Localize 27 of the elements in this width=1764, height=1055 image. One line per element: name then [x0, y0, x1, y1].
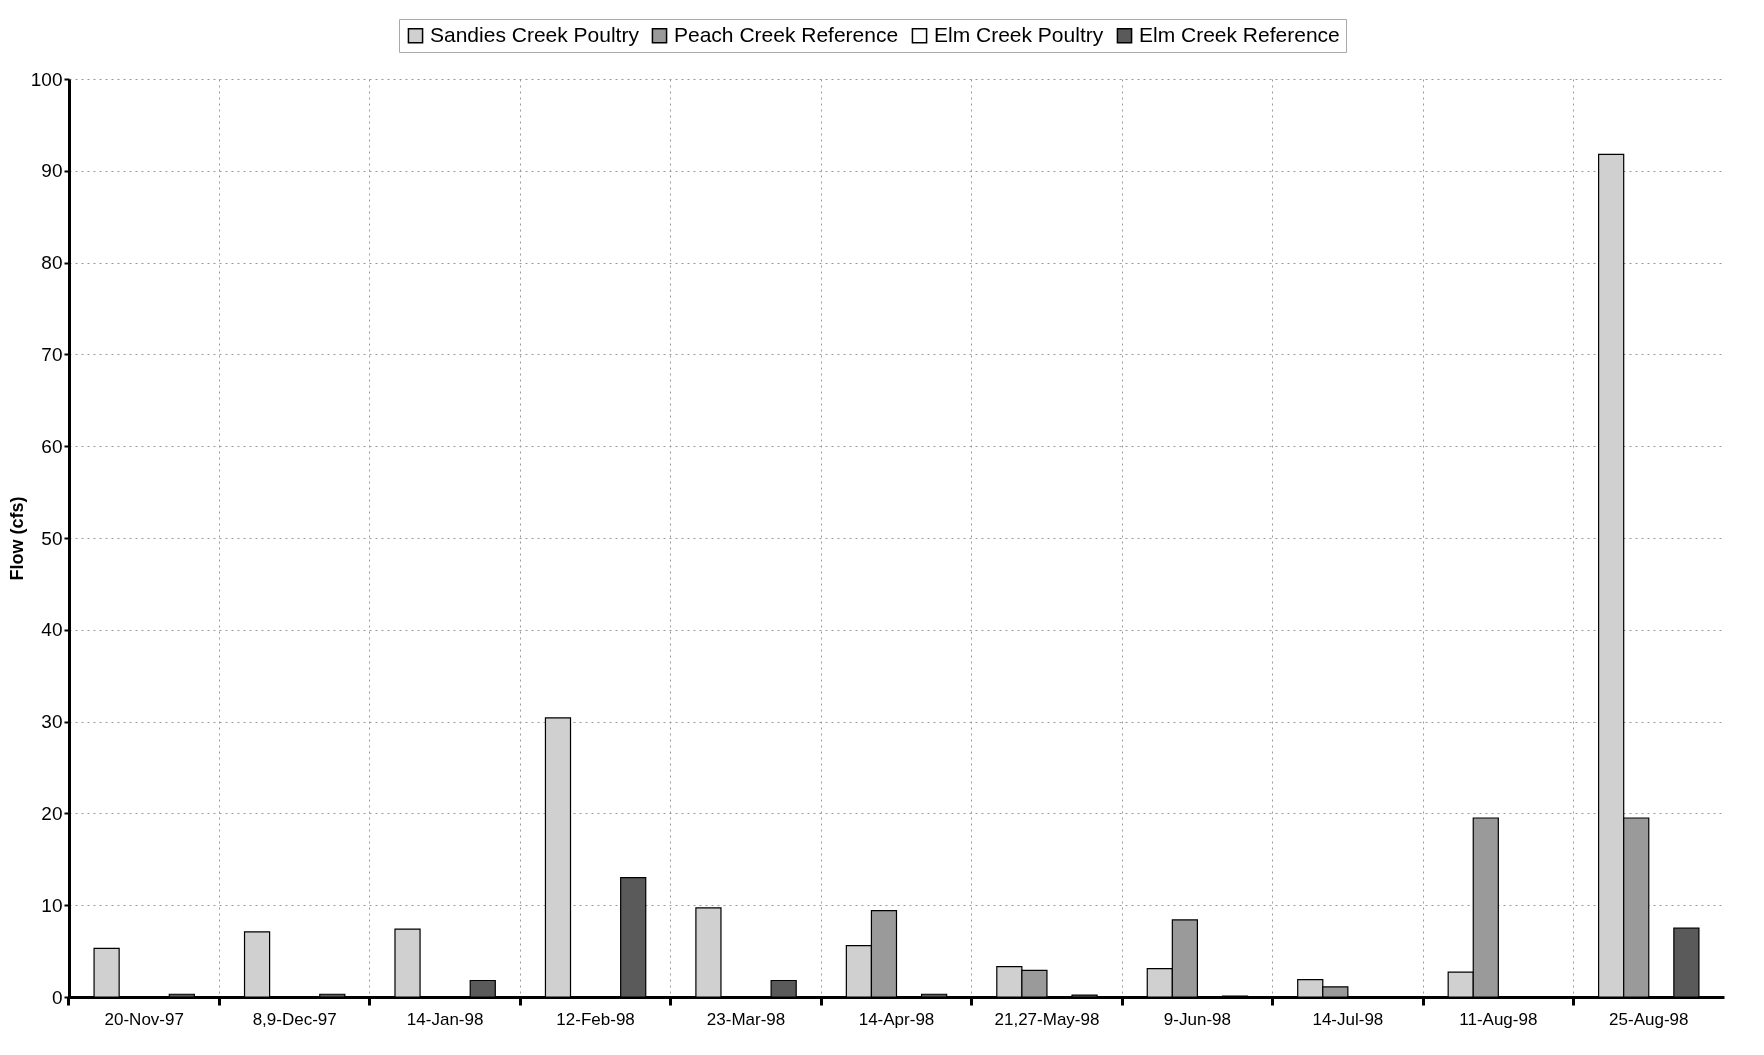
- y-tick-label: 70: [41, 343, 63, 365]
- x-tick-label: 14-Jul-98: [1312, 1009, 1384, 1029]
- y-tick-label: 0: [51, 986, 63, 1008]
- y-tick-label: 80: [41, 252, 63, 274]
- x-tick-label: 21,27-May-98: [994, 1009, 1100, 1029]
- y-tick-label: 60: [41, 435, 63, 457]
- x-tick-label: 12-Feb-98: [556, 1009, 635, 1029]
- x-tick-label: 14-Jan-98: [406, 1009, 484, 1029]
- y-tick-label: 40: [41, 619, 63, 641]
- x-tick-label: 8,9-Dec-97: [252, 1009, 337, 1029]
- y-tick-label: 10: [41, 894, 63, 916]
- x-tick-label: 11-Aug-98: [1459, 1009, 1538, 1029]
- x-tick-label: 9-Jun-98: [1163, 1009, 1231, 1029]
- legend-label: Sandies Creek Poultry: [430, 22, 640, 46]
- y-tick-label: 30: [41, 711, 63, 733]
- y-tick-label: 100: [30, 68, 63, 90]
- x-tick-label: 25-Aug-98: [1609, 1009, 1689, 1029]
- legend-label: Peach Creek Reference: [674, 22, 899, 46]
- y-tick-label: 50: [41, 527, 63, 549]
- x-tick-label: 20-Nov-97: [104, 1009, 184, 1029]
- x-tick-label: 23-Mar-98: [706, 1009, 786, 1029]
- y-axis-title: Flow (cfs): [6, 496, 27, 581]
- legend-label: Elm Creek Poultry: [934, 22, 1104, 46]
- legend-label: Elm Creek Reference: [1139, 22, 1340, 46]
- x-tick-label: 14-Apr-98: [858, 1009, 935, 1029]
- y-tick-label: 90: [41, 160, 63, 182]
- y-tick-label: 20: [41, 802, 63, 824]
